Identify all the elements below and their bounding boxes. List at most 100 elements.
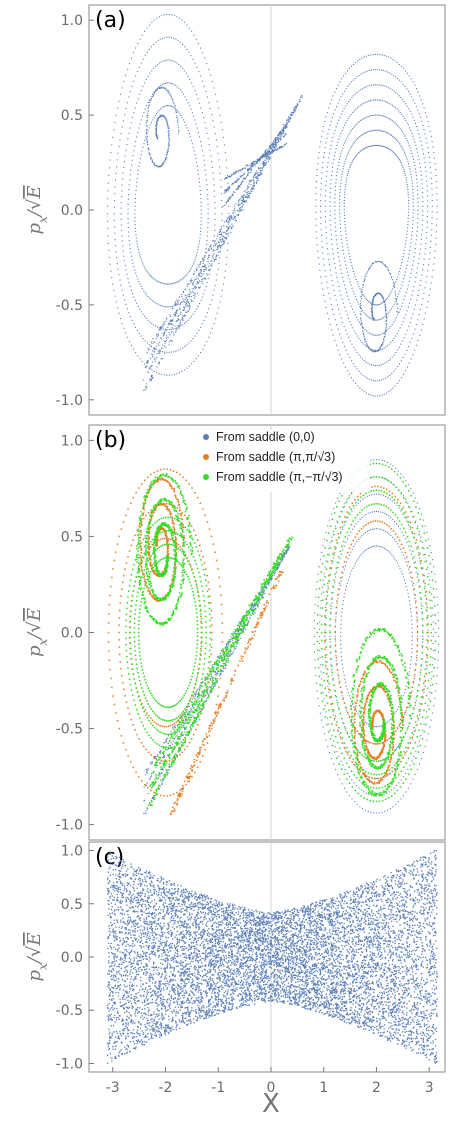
data-point	[394, 502, 396, 504]
data-point	[249, 192, 251, 194]
data-point	[269, 145, 271, 147]
data-point	[271, 575, 273, 577]
data-point	[254, 175, 256, 177]
data-point	[367, 345, 369, 347]
data-point	[155, 121, 157, 123]
data-point	[405, 333, 407, 335]
data-point	[200, 220, 202, 222]
data-point	[395, 107, 397, 109]
data-point	[381, 345, 383, 347]
data-point	[159, 165, 161, 167]
data-point	[251, 166, 253, 168]
data-point	[364, 297, 366, 299]
data-point	[357, 301, 359, 303]
data-point	[168, 135, 170, 137]
data-point	[353, 95, 355, 97]
data-point	[231, 175, 233, 177]
data-point	[156, 164, 158, 166]
data-point	[152, 277, 154, 279]
data-point	[422, 192, 424, 194]
data-point	[421, 229, 423, 231]
data-point	[410, 173, 412, 175]
data-point	[285, 124, 287, 126]
data-point	[340, 511, 342, 513]
data-point	[248, 621, 250, 623]
data-point	[347, 295, 349, 297]
data-point	[417, 201, 419, 203]
data-point	[370, 265, 372, 267]
data-point	[416, 178, 418, 180]
data-point	[153, 348, 155, 350]
data-point	[196, 276, 198, 278]
data-point	[349, 281, 351, 283]
data-point	[422, 646, 424, 648]
data-point	[146, 105, 148, 107]
data-point	[343, 214, 345, 216]
data-point	[211, 299, 213, 301]
data-point	[412, 198, 414, 200]
data-point	[191, 363, 193, 365]
data-point	[313, 635, 315, 637]
data-point	[226, 229, 228, 231]
data-point	[196, 716, 198, 718]
data-point	[339, 558, 341, 560]
data-point	[390, 718, 392, 720]
data-point	[156, 135, 158, 137]
data-point	[158, 166, 160, 168]
data-point	[359, 806, 361, 808]
data-point	[346, 333, 348, 335]
data-point	[217, 245, 219, 247]
data-point	[275, 141, 277, 143]
data-point	[349, 83, 351, 85]
data-point	[227, 217, 229, 219]
data-point	[161, 768, 163, 770]
data-point	[213, 184, 215, 186]
data-point	[360, 310, 362, 312]
data-point	[327, 746, 329, 748]
data-point	[343, 144, 345, 146]
data-point	[332, 714, 334, 716]
data-point	[173, 107, 175, 109]
data-point	[180, 89, 182, 91]
data-point	[340, 631, 342, 633]
data-point	[385, 328, 387, 330]
data-point	[317, 250, 319, 252]
data-point	[295, 109, 297, 111]
data-point	[168, 127, 170, 129]
data-point	[382, 85, 384, 87]
data-point	[363, 148, 365, 150]
data-point	[418, 740, 420, 742]
data-point	[333, 530, 335, 532]
data-point	[371, 309, 373, 311]
data-point	[245, 192, 247, 194]
data-point	[224, 190, 226, 192]
data-point	[414, 704, 416, 706]
data-point	[192, 58, 194, 60]
data-point	[419, 116, 421, 118]
data-point	[180, 302, 182, 304]
data-point	[248, 168, 250, 170]
data-point	[353, 126, 355, 128]
data-point	[151, 377, 153, 379]
data-point	[208, 248, 210, 250]
data-point	[146, 807, 148, 809]
data-point	[128, 240, 130, 242]
data-point	[260, 173, 262, 175]
plot-frame	[88, 4, 446, 416]
data-point	[404, 538, 406, 540]
data-point	[363, 118, 365, 120]
data-point	[351, 510, 353, 512]
data-point	[352, 363, 354, 365]
data-point	[400, 265, 402, 267]
data-point	[145, 386, 147, 388]
data-point	[371, 145, 373, 147]
data-point	[398, 725, 400, 727]
data-point	[403, 117, 405, 119]
data-point	[378, 493, 380, 495]
data-point	[432, 621, 434, 623]
data-point	[131, 319, 133, 321]
data-point	[390, 103, 392, 105]
data-point	[191, 290, 193, 292]
data-point	[390, 149, 392, 151]
data-point	[394, 283, 396, 285]
